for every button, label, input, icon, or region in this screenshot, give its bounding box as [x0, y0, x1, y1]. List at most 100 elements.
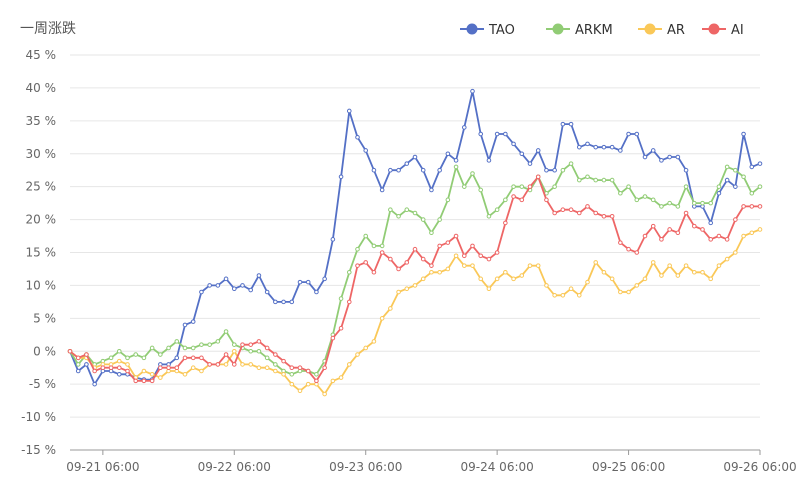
legend-label-arkm: ARKM	[575, 23, 613, 38]
data-point-tao	[503, 131, 508, 137]
data-point-tao	[642, 154, 648, 160]
data-point-arkm	[708, 200, 714, 206]
data-point-ai	[116, 365, 122, 371]
data-point-tao	[708, 220, 714, 226]
data-point-arkm	[552, 184, 557, 189]
data-point-ai	[708, 237, 714, 242]
data-point-ai	[314, 378, 319, 384]
data-point-arkm	[494, 207, 500, 213]
data-point-ai	[560, 207, 566, 213]
data-point-tao	[404, 161, 410, 166]
data-point-tao	[634, 131, 640, 137]
data-point-ar	[741, 233, 746, 239]
data-point-ai	[420, 256, 426, 262]
data-point-arkm	[199, 342, 204, 347]
data-point-tao	[330, 237, 336, 242]
data-point-ar	[330, 378, 336, 384]
data-point-ar	[305, 381, 311, 387]
data-point-arkm	[560, 167, 566, 173]
data-point-arkm	[248, 348, 254, 354]
data-point-ai	[519, 197, 525, 203]
data-point-arkm	[215, 339, 221, 344]
data-point-ai	[149, 378, 155, 384]
data-point-arkm	[700, 200, 705, 206]
data-point-ar	[650, 260, 656, 265]
data-point-ai	[248, 342, 254, 347]
data-point-tao	[445, 151, 451, 157]
data-point-ar	[527, 263, 533, 268]
data-point-ai	[618, 240, 623, 245]
data-point-arkm	[733, 167, 738, 173]
data-point-ai	[601, 213, 607, 219]
data-point-arkm	[453, 164, 459, 170]
data-point-ai	[700, 227, 705, 232]
data-point-ar	[724, 256, 730, 262]
data-point-arkm	[503, 197, 508, 203]
data-point-ar	[757, 227, 763, 232]
data-point-arkm	[691, 200, 697, 206]
data-point-ai	[363, 260, 369, 265]
y-tick-label: 45 %	[26, 48, 57, 62]
data-point-arkm	[429, 230, 434, 236]
data-point-tao	[231, 286, 237, 292]
data-point-arkm	[683, 184, 689, 189]
data-point-ar	[297, 388, 303, 394]
data-point-arkm	[675, 204, 681, 209]
data-point-ai	[273, 352, 278, 357]
data-point-ar	[486, 286, 492, 292]
data-point-tao	[346, 108, 352, 114]
data-point-arkm	[388, 207, 393, 213]
data-point-tao	[182, 322, 188, 328]
data-point-ar	[585, 279, 590, 285]
data-point-tao	[281, 299, 286, 305]
data-point-tao	[207, 283, 212, 288]
data-point-ai	[338, 325, 344, 331]
data-point-tao	[749, 164, 755, 170]
data-point-tao	[527, 161, 533, 166]
data-point-tao	[437, 167, 442, 173]
data-point-ai	[256, 339, 262, 344]
data-point-arkm	[125, 355, 130, 361]
data-point-arkm	[576, 177, 582, 183]
data-point-ai	[396, 266, 401, 272]
data-point-ai	[355, 263, 360, 268]
data-point-ai	[478, 253, 484, 259]
data-point-ai	[527, 184, 533, 189]
data-point-tao	[560, 121, 566, 127]
data-point-arkm	[618, 190, 623, 196]
y-tick-label: 5 %	[33, 311, 56, 325]
data-point-arkm	[273, 362, 278, 367]
data-point-ai	[741, 204, 746, 209]
data-point-arkm	[412, 210, 418, 216]
data-point-arkm	[445, 197, 451, 203]
data-point-arkm	[371, 243, 377, 249]
data-point-ar	[552, 292, 557, 298]
data-point-tao	[453, 158, 459, 163]
data-point-ar	[182, 371, 188, 377]
data-point-tao	[470, 88, 475, 94]
data-point-arkm	[264, 355, 270, 361]
data-point-ar	[223, 362, 229, 367]
data-point-ai	[609, 213, 615, 219]
data-point-tao	[256, 273, 262, 278]
data-point-tao	[609, 144, 615, 150]
series-line-ar	[69, 228, 761, 395]
data-point-ar	[708, 276, 714, 282]
legend-marker-arkm	[552, 23, 564, 35]
data-point-ai	[494, 250, 500, 255]
data-point-ai	[223, 352, 229, 357]
data-point-ar	[503, 269, 508, 275]
data-point-ar	[379, 316, 385, 321]
data-point-arkm	[314, 371, 319, 377]
data-point-arkm	[437, 217, 442, 222]
data-point-ai	[125, 368, 130, 374]
data-point-ar	[494, 276, 500, 282]
data-point-ai	[166, 365, 171, 371]
data-point-ar	[478, 276, 484, 282]
data-point-arkm	[174, 339, 180, 344]
data-point-ar	[149, 371, 155, 377]
data-point-ai	[593, 210, 599, 216]
data-point-ai	[626, 246, 631, 252]
data-point-tao	[92, 381, 97, 387]
data-point-tao	[733, 184, 738, 189]
